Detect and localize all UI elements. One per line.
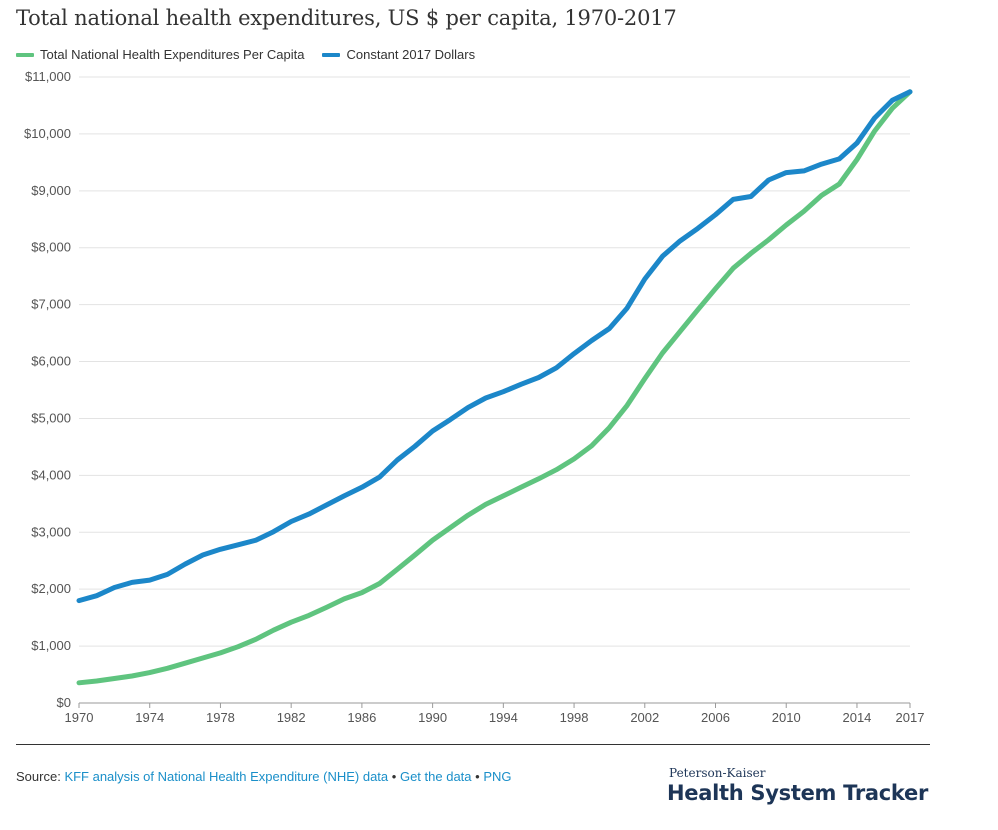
y-tick-label: $4,000 bbox=[31, 467, 71, 482]
y-tick-label: $9,000 bbox=[31, 183, 71, 198]
x-tick-label: 1970 bbox=[65, 710, 94, 725]
brand-top-text: Peterson-Kaiser bbox=[669, 766, 766, 780]
x-tick-label: 2010 bbox=[772, 710, 801, 725]
series-lines bbox=[76, 89, 913, 686]
legend-item-total[interactable]: Total National Health Expenditures Per C… bbox=[16, 47, 304, 62]
x-tick-label: 1982 bbox=[277, 710, 306, 725]
gridlines bbox=[79, 76, 910, 704]
y-tick-label: $1,000 bbox=[31, 638, 71, 653]
y-tick-label: $7,000 bbox=[31, 297, 71, 312]
x-tick-label: 1994 bbox=[489, 710, 518, 725]
x-tick-label: 1986 bbox=[347, 710, 376, 725]
x-tick-label: 2014 bbox=[842, 710, 871, 725]
y-tick-label: $11,000 bbox=[25, 69, 71, 84]
y-tick-label: $8,000 bbox=[31, 240, 71, 255]
line-chart: $0 $1,000 $2,000 $3,000 $4,000 $5,000 $6,000 $7… bbox=[24, 69, 925, 725]
x-tick-label: 1998 bbox=[560, 710, 589, 725]
source-separator: • bbox=[391, 769, 397, 784]
legend: Total National Health Expenditures Per C… bbox=[16, 47, 493, 62]
legend-item-constant[interactable]: Constant 2017 Dollars bbox=[322, 47, 475, 62]
x-tick-label: 2002 bbox=[630, 710, 659, 725]
source-separator: • bbox=[475, 769, 480, 784]
y-tick-label: $5,000 bbox=[31, 410, 71, 425]
x-axis: 1970 1974 1978 1982 1986 1990 1994 1998 2002 2006… bbox=[65, 703, 925, 725]
legend-swatch-constant bbox=[322, 52, 341, 57]
y-tick-label: $10,000 bbox=[24, 126, 71, 141]
series-line-total[interactable] bbox=[76, 89, 913, 686]
brand-logo[interactable]: Peterson-Kaiser Health System Tracker bbox=[667, 766, 928, 805]
x-tick-label: 1978 bbox=[206, 710, 235, 725]
legend-swatch-total bbox=[16, 52, 34, 57]
legend-label-constant: Constant 2017 Dollars bbox=[346, 47, 476, 62]
brand-bottom-text: Health System Tracker bbox=[667, 781, 928, 805]
x-tick-label: 1990 bbox=[418, 710, 447, 725]
x-tick-label: 1974 bbox=[135, 710, 164, 725]
source-line: Source: KFF analysis of National Health … bbox=[16, 769, 512, 784]
get-data-link[interactable]: Get the data bbox=[399, 769, 472, 784]
source-prefix: Source: bbox=[16, 769, 61, 784]
png-link[interactable]: PNG bbox=[483, 769, 512, 784]
y-tick-label: $0 bbox=[57, 695, 71, 710]
legend-label-total: Total National Health Expenditures Per C… bbox=[40, 47, 305, 62]
source-link-nhe[interactable]: KFF analysis of National Health Expendit… bbox=[64, 769, 389, 784]
y-tick-label: $6,000 bbox=[31, 354, 71, 369]
y-tick-label: $2,000 bbox=[31, 581, 71, 596]
x-tick-label: 2006 bbox=[701, 710, 730, 725]
y-tick-label: $3,000 bbox=[31, 524, 71, 539]
x-tick-label: 2017 bbox=[896, 710, 925, 725]
series-line-constant-2017[interactable] bbox=[76, 89, 913, 604]
y-axis: $0 $1,000 $2,000 $3,000 $4,000 $5,000 $6,000 $7… bbox=[24, 69, 71, 710]
footer-divider bbox=[16, 744, 930, 745]
chart-title: Total national health expenditures, US $… bbox=[16, 6, 677, 30]
